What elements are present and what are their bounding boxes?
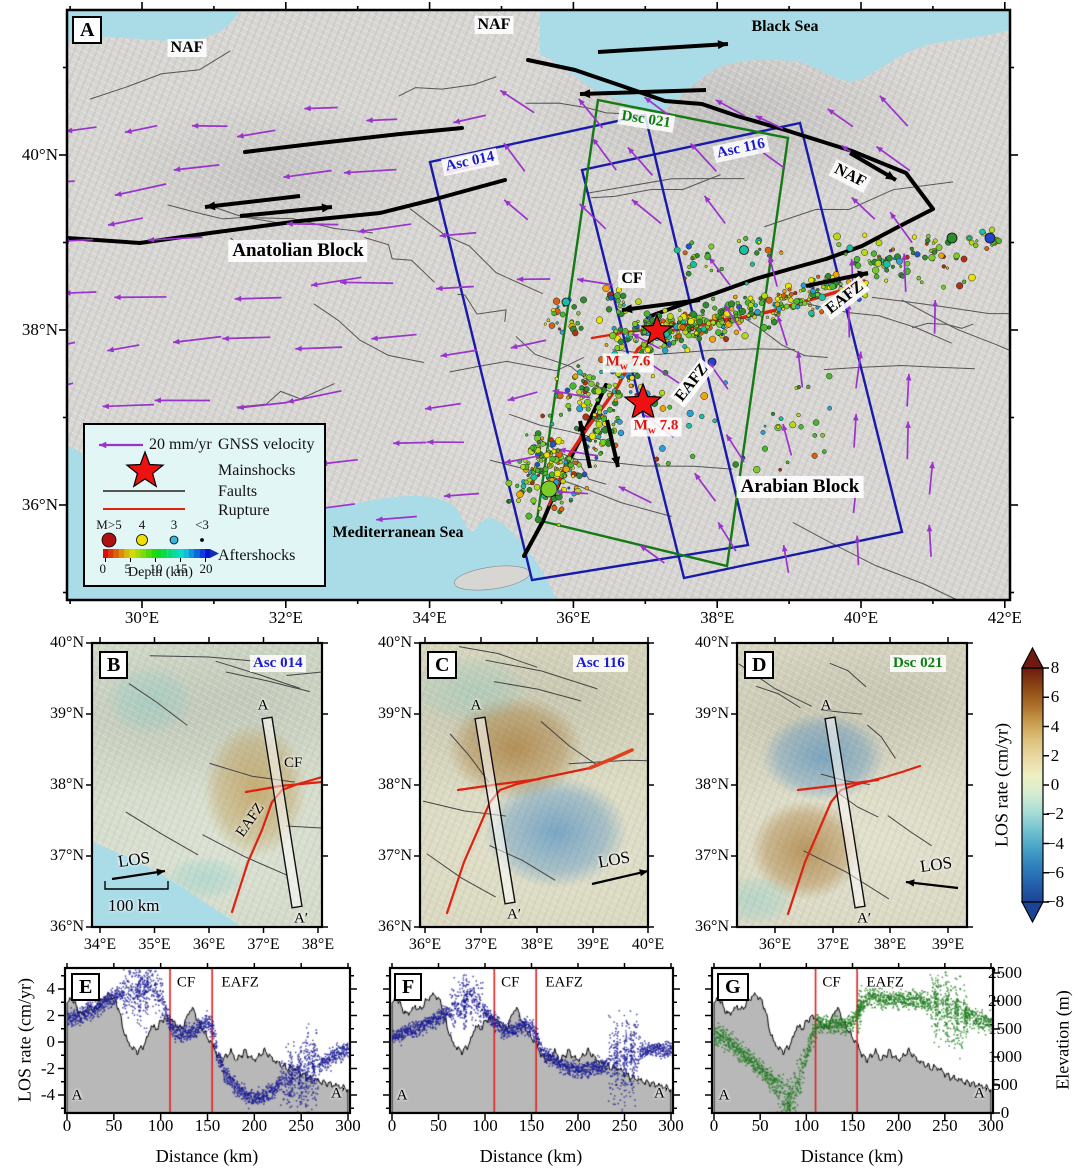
legend-gnss-label: GNSS velocity	[218, 436, 315, 453]
panel-e-letter: E	[71, 973, 101, 1001]
major-fault-line	[243, 126, 464, 154]
profile-e-plot	[65, 968, 350, 1113]
map-legend: 20 mm/yr GNSS velocity Mainshocks Faults…	[83, 423, 326, 587]
profile-swath	[824, 716, 866, 909]
panel-f-letter: F	[394, 973, 423, 1001]
panel-a-letter: A	[72, 16, 103, 44]
legend-magnitude-label: M>5	[96, 517, 122, 532]
legend-faults-label: Faults	[218, 483, 258, 500]
panel-b-letter: B	[99, 651, 129, 679]
panel-b-graphics	[92, 643, 322, 927]
legend-velocity-scale: 20 mm/yr	[149, 436, 212, 453]
legend-aftershocks-label: Aftershocks	[218, 547, 296, 564]
panel-g-letter: G	[717, 973, 749, 1001]
panel-c-letter: C	[427, 651, 458, 679]
legend-depth-tick: 20	[199, 561, 213, 576]
profile-swath	[261, 716, 303, 909]
legend-depth-tick: 10	[149, 561, 163, 576]
panel-a-graphics	[67, 10, 1010, 600]
legend-magnitude-label: 4	[138, 517, 146, 532]
legend-magnitude-label: 3	[170, 517, 178, 532]
legend-magnitude-label: <3	[195, 517, 209, 532]
major-fault-line	[526, 58, 935, 319]
panel-c-graphics	[420, 643, 648, 927]
legend-depth-tick: 15	[174, 561, 188, 576]
legend-mainshocks-label: Mainshocks	[218, 462, 296, 479]
scalebar-bracket	[104, 881, 169, 890]
profile-g-plot	[712, 968, 993, 1113]
panel-d-letter: D	[744, 651, 775, 679]
colorbar	[1021, 667, 1044, 903]
profile-swath	[474, 716, 516, 905]
legend-rupture-label: Rupture	[218, 502, 270, 519]
legend-depth-tick: 5	[124, 561, 132, 576]
aftershocks-layer	[505, 226, 1002, 528]
legend-depth-label: Depth (km)	[128, 565, 193, 580]
profile-f-plot	[390, 968, 673, 1113]
panel-d-graphics	[737, 643, 967, 927]
asc014-frame	[428, 113, 750, 582]
legend-depth-tick: 0	[99, 561, 107, 576]
legend-graphics	[99, 441, 219, 562]
